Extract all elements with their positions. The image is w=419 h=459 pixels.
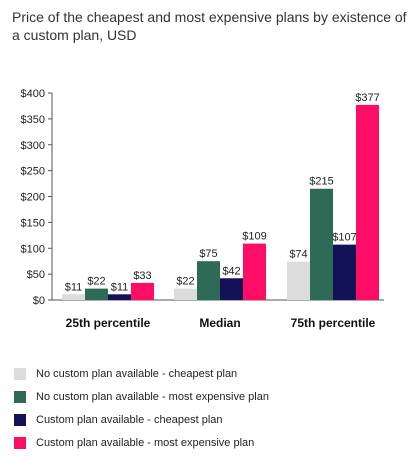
chart-title: Price of the cheapest and most expensive… [12, 9, 407, 43]
legend-label: No custom plan available - cheapest plan [36, 367, 238, 380]
bar-value-label: $75 [199, 248, 217, 260]
bar [287, 261, 310, 300]
bar [62, 294, 85, 300]
bar-value-label: $215 [309, 176, 333, 188]
bar-value-label: $11 [65, 281, 83, 293]
y-tick-label: $100 [21, 243, 45, 255]
bar-chart: $0 $50 $100 $150 $200 $250 $300 $350 $400 $11 $22 $… [21, 88, 384, 330]
y-tick-label: $200 [21, 192, 45, 204]
x-category-label: Median [199, 316, 240, 330]
bar [243, 243, 266, 300]
bar-value-label: $22 [176, 276, 194, 288]
y-tick-label: $250 [21, 166, 45, 178]
bar [356, 104, 379, 300]
y-tick-label: $0 [33, 295, 45, 307]
bar-value-label: $74 [289, 249, 307, 261]
bar-value-label: $42 [222, 265, 240, 277]
x-category-label: 25th percentile [66, 316, 151, 330]
bar-value-label: $109 [242, 231, 266, 243]
bar [220, 278, 243, 300]
x-category-label: 75th percentile [291, 316, 376, 330]
legend-label: Custom plan available - cheapest plan [36, 413, 223, 426]
legend-item: No custom plan available - most expensiv… [14, 385, 269, 408]
y-tick-label: $350 [21, 114, 45, 126]
bar [197, 261, 220, 300]
legend-item: Custom plan available - most expensive p… [14, 431, 269, 454]
y-tick-label: $50 [27, 269, 45, 281]
bar [333, 244, 356, 300]
bar-value-label: $107 [332, 232, 356, 244]
bar [131, 282, 154, 300]
legend-swatch [14, 436, 26, 449]
legend-item: Custom plan available - cheapest plan [14, 408, 269, 431]
bar-value-label: $377 [355, 92, 379, 104]
bar [85, 288, 108, 300]
legend-swatch [14, 390, 26, 403]
bar-value-label: $33 [133, 270, 151, 282]
bar [108, 294, 131, 300]
legend-swatch [14, 413, 26, 426]
y-tick-label: $300 [21, 140, 45, 152]
legend-item: No custom plan available - cheapest plan [14, 362, 269, 385]
legend-label: Custom plan available - most expensive p… [36, 436, 255, 449]
legend-swatch [14, 367, 26, 380]
y-tick-label: $150 [21, 217, 45, 229]
legend-label: No custom plan available - most expensiv… [36, 390, 269, 403]
y-tick-label: $400 [21, 88, 45, 100]
bar-value-label: $11 [111, 281, 129, 293]
bar-value-label: $22 [87, 276, 105, 288]
bar [310, 188, 333, 300]
bar [174, 288, 197, 300]
chart-legend: No custom plan available - cheapest plan… [14, 362, 269, 454]
